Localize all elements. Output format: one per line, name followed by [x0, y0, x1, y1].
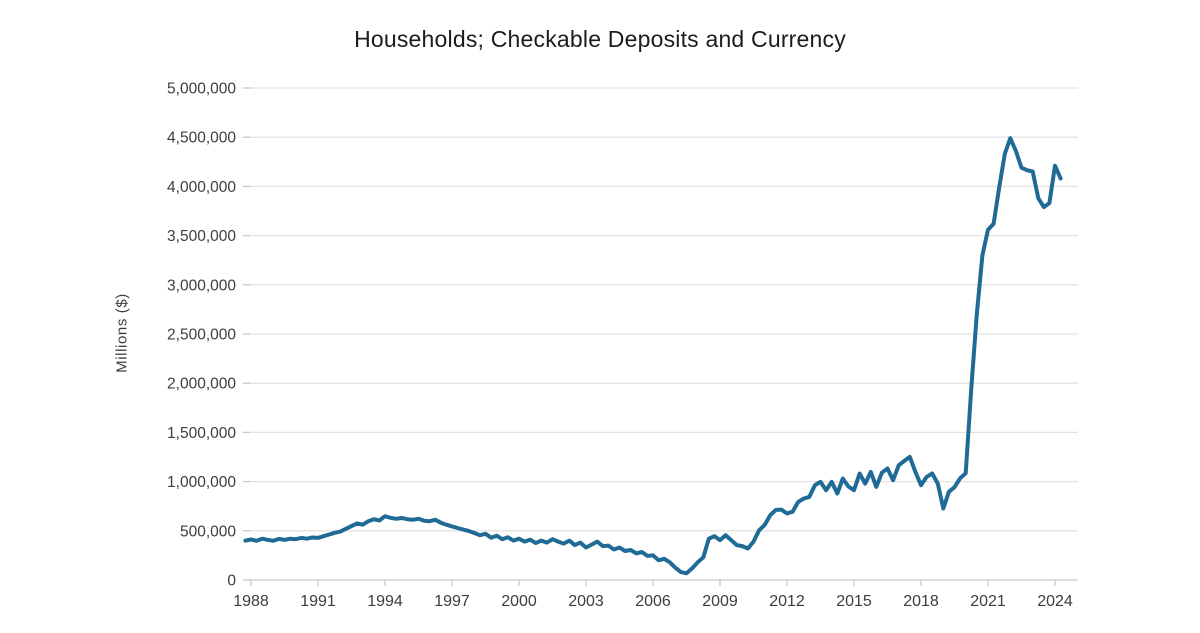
y-axis-title: Millions ($) [113, 293, 131, 373]
x-tick-label: 2018 [903, 593, 939, 610]
x-tick-label: 1997 [434, 593, 470, 610]
data-series-line [243, 136, 1063, 576]
x-tick-label: 2024 [1037, 593, 1073, 610]
chart-title: Households; Checkable Deposits and Curre… [354, 26, 846, 52]
x-tick-label: 2003 [568, 593, 604, 610]
y-tick-label: 4,500,000 [167, 130, 236, 147]
x-tick-label: 2021 [970, 593, 1006, 610]
y-tick-label: 4,000,000 [167, 179, 236, 196]
x-tick-label: 2006 [635, 593, 671, 610]
y-tick-label: 1,000,000 [167, 474, 236, 491]
y-tick-label: 3,500,000 [167, 228, 236, 245]
y-tick-label: 5,000,000 [167, 81, 236, 98]
axis-ticks [243, 87, 1078, 586]
x-tick-label: 2015 [836, 593, 872, 610]
x-tick-label: 1991 [300, 593, 336, 610]
y-tick-label: 2,500,000 [167, 327, 236, 344]
x-tick-label: 2012 [769, 593, 805, 610]
x-tick-label: 2009 [702, 593, 738, 610]
x-tick-label: 2000 [501, 593, 537, 610]
x-tick-label: 1988 [233, 593, 269, 610]
gridlines [248, 87, 1078, 532]
y-tick-label: 1,500,000 [167, 425, 236, 442]
y-tick-label: 2,000,000 [167, 376, 236, 393]
x-tick-label: 1994 [367, 593, 403, 610]
y-tick-label: 500,000 [180, 523, 236, 540]
y-tick-label: 3,000,000 [167, 277, 236, 294]
y-tick-label: 0 [227, 573, 236, 590]
axis-labels: 0 500,000 1,000,000 1,500,000 2,000,000 2,500… [167, 81, 1073, 611]
